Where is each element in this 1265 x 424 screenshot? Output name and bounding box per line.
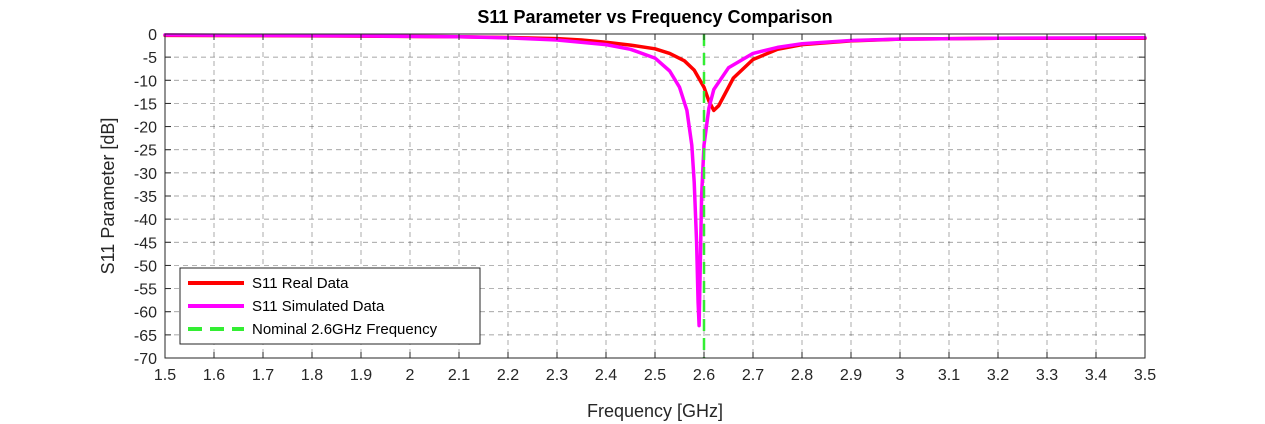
series-line-simulated	[163, 33, 1147, 328]
y-tick-label: -45	[134, 235, 157, 252]
legend-label-nominal: Nominal 2.6GHz Frequency	[252, 321, 438, 338]
x-tick-label: 3.2	[987, 367, 1009, 384]
y-tick-label: -70	[134, 351, 157, 368]
y-tick-label: -60	[134, 305, 157, 322]
x-tick-label: 3.4	[1085, 367, 1107, 384]
x-tick-label: 3.5	[1134, 367, 1156, 384]
x-tick-label: 2.1	[448, 367, 470, 384]
y-tick-label: -55	[134, 282, 157, 299]
x-tick-label: 1.7	[252, 367, 274, 384]
x-tick-label: 2.2	[497, 367, 519, 384]
y-tick-label: -40	[134, 212, 157, 229]
series-layer	[163, 33, 1147, 358]
legend-label-real: S11 Real Data	[252, 275, 349, 292]
x-tick-label: 1.8	[301, 367, 323, 384]
x-tick-label: 2.8	[791, 367, 813, 384]
legend-label-simulated: S11 Simulated Data	[252, 298, 385, 315]
y-tick-label: -35	[134, 189, 157, 206]
y-tick-label: 0	[148, 27, 157, 44]
x-tick-label: 2	[406, 367, 415, 384]
y-tick-label: -30	[134, 166, 157, 183]
y-axis-label: S11 Parameter [dB]	[98, 118, 118, 275]
x-tick-label: 2.4	[595, 367, 617, 384]
x-tick-label: 2.3	[546, 367, 568, 384]
y-tick-label: -10	[134, 73, 157, 90]
x-tick-label: 2.6	[693, 367, 715, 384]
y-tick-label: -25	[134, 143, 157, 160]
x-tick-label: 2.9	[840, 367, 862, 384]
y-tick-label: -15	[134, 96, 157, 113]
x-tick-label: 3	[896, 367, 905, 384]
chart-title: S11 Parameter vs Frequency Comparison	[477, 7, 832, 27]
legend: S11 Real Data S11 Simulated Data Nominal…	[179, 267, 481, 345]
y-tick-label: -65	[134, 328, 157, 345]
x-tick-label: 1.5	[154, 367, 176, 384]
ticks: 1.5 1.6 1.7 1.8 1.9 2 2.1 2.2 2.3 2.4 2.5 2.6 2.7 2.8…	[134, 27, 1156, 384]
x-tick-label: 1.6	[203, 367, 225, 384]
x-tick-label: 3.3	[1036, 367, 1058, 384]
x-axis-label: Frequency [GHz]	[587, 401, 723, 421]
legend-box	[179, 267, 481, 345]
y-tick-label: -50	[134, 258, 157, 275]
x-tick-label: 1.9	[350, 367, 372, 384]
grid	[165, 34, 1145, 358]
y-tick-label: -5	[143, 50, 157, 67]
x-tick-label: 2.5	[644, 367, 666, 384]
x-tick-label: 2.7	[742, 367, 764, 384]
x-tick-label: 3.1	[938, 367, 960, 384]
y-tick-label: -20	[134, 120, 157, 137]
